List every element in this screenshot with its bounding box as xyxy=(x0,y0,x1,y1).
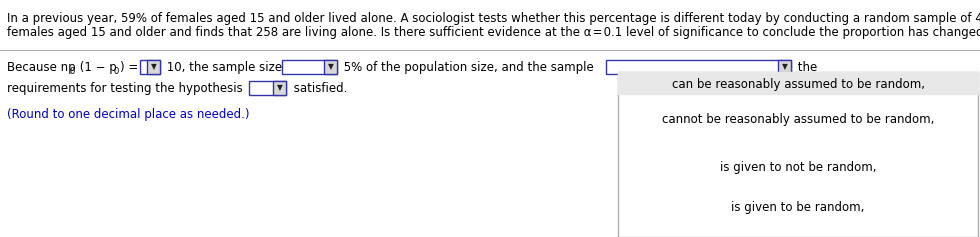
FancyBboxPatch shape xyxy=(273,81,286,95)
Text: ▼: ▼ xyxy=(327,63,333,72)
Text: ) =: ) = xyxy=(120,60,138,73)
Text: Because np: Because np xyxy=(7,60,75,73)
Text: ▼: ▼ xyxy=(151,63,157,72)
FancyBboxPatch shape xyxy=(282,60,337,74)
Text: is given to be random,: is given to be random, xyxy=(731,201,864,214)
Text: (1 − p: (1 − p xyxy=(76,60,117,73)
FancyBboxPatch shape xyxy=(618,72,978,237)
Text: satisfied.: satisfied. xyxy=(290,82,347,95)
FancyBboxPatch shape xyxy=(606,60,791,74)
Text: cannot be reasonably assumed to be random,: cannot be reasonably assumed to be rando… xyxy=(662,113,934,126)
Text: In a previous year, 59% of females aged 15 and older lived alone. A sociologist : In a previous year, 59% of females aged … xyxy=(7,12,980,25)
Text: 0: 0 xyxy=(113,67,119,76)
Text: the: the xyxy=(794,60,817,73)
Text: 5% of the population size, and the sample: 5% of the population size, and the sampl… xyxy=(340,60,594,73)
FancyBboxPatch shape xyxy=(147,60,160,74)
Text: can be reasonably assumed to be random,: can be reasonably assumed to be random, xyxy=(671,77,924,91)
Text: females aged 15 and older and finds that 258 are living alone. Is there sufficie: females aged 15 and older and finds that… xyxy=(7,26,980,39)
FancyBboxPatch shape xyxy=(140,60,160,74)
Text: (Round to one decimal place as needed.): (Round to one decimal place as needed.) xyxy=(7,108,250,121)
Text: 10, the sample size is: 10, the sample size is xyxy=(163,60,295,73)
Text: ▼: ▼ xyxy=(276,83,282,92)
Text: 0: 0 xyxy=(69,67,74,76)
Text: requirements for testing the hypothesis: requirements for testing the hypothesis xyxy=(7,82,243,95)
Text: is given to not be random,: is given to not be random, xyxy=(719,160,876,173)
Text: ▼: ▼ xyxy=(782,63,788,72)
FancyBboxPatch shape xyxy=(618,72,978,94)
FancyBboxPatch shape xyxy=(249,81,286,95)
FancyBboxPatch shape xyxy=(778,60,791,74)
FancyBboxPatch shape xyxy=(324,60,337,74)
